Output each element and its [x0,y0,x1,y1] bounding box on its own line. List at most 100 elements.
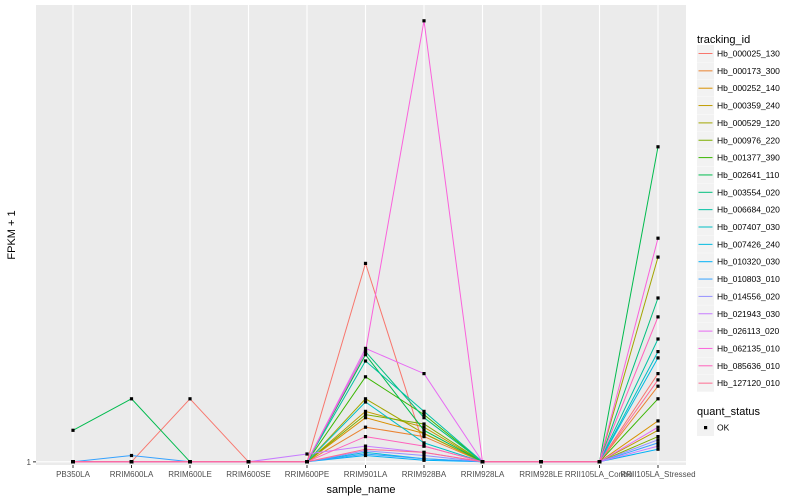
axes: PB350LA RRIM600LA RRIM600LE RRIM600SE RRIM60… [27,458,696,479]
x-tick-label: RRIM928LA [461,470,505,479]
data-point [188,460,192,464]
legend-item-label: Hb_021943_030 [717,309,780,319]
legend-item-label: Hb_007426_240 [717,239,780,249]
x-tick-label: RRIM600LA [110,470,154,479]
legend-item-label: Hb_000359_240 [717,101,780,111]
y-tick-label: 1 [27,458,32,467]
x-tick-label: RRII105LA_Stressed [620,470,695,479]
legend-item-label: Hb_010320_030 [717,257,780,267]
data-point [305,460,309,464]
data-point [422,428,426,432]
data-point [71,460,75,464]
data-point [363,416,368,420]
plot-panel [36,5,686,465]
legend-item-label: Hb_003554_020 [717,187,780,197]
legend-shape-label: OK [717,423,730,433]
data-point [363,359,368,363]
data-point [656,145,660,149]
data-point [129,453,134,458]
grid-layer [36,5,686,465]
legend-item-label: Hb_000976_220 [717,135,780,145]
data-point [422,457,426,461]
data-point [363,447,368,451]
data-point [656,384,660,388]
data-point [422,19,426,23]
data-point [363,397,368,401]
data-point [597,460,602,464]
data-point [656,378,660,382]
data-point [422,409,426,413]
data-point [363,435,368,439]
data-point [422,453,426,458]
data-points [71,19,660,464]
legend-item-label: Hb_006684_020 [717,205,780,215]
data-point [539,460,543,464]
data-point [656,444,660,448]
data-point [656,419,660,423]
data-point [422,372,426,376]
data-point [422,431,426,436]
data-point [305,452,309,456]
data-point [656,337,660,341]
data-point [656,397,660,401]
x-axis-title: sample_name [326,484,395,496]
legend-item-label: Hb_000529_120 [717,118,780,128]
data-point [656,255,660,259]
data-point [363,413,368,417]
legend-item-label: Hb_002641_110 [717,170,780,180]
data-point [363,350,368,354]
legend-item-label: Hb_001377_390 [717,153,780,163]
data-point [129,397,134,401]
data-point [363,425,368,429]
data-point [422,450,426,454]
y-axis-title: FPKM + 1 [6,210,18,259]
data-point [656,236,660,240]
data-point [656,356,660,360]
data-point [363,261,368,265]
data-point [363,409,368,413]
data-point [656,350,660,354]
data-point [188,397,192,401]
data-point [422,435,426,439]
legend-item-label: Hb_127120_010 [717,378,780,388]
data-point [363,353,368,357]
data-point [363,375,368,379]
data-point [363,346,368,350]
data-point [656,438,660,442]
legend-item-label: Hb_010803_010 [717,274,780,284]
data-point [422,422,426,426]
data-point [363,452,368,456]
data-point [656,296,660,300]
data-point [71,428,75,432]
data-point [246,460,251,464]
data-point [129,460,134,464]
legend: tracking_id quant_status Hb_000025_130 Hb… [697,34,780,436]
x-tick-label: RRIM928LE [519,470,563,479]
data-point [656,435,660,439]
data-point [656,315,660,319]
x-tick-label: RRIM600LE [168,470,212,479]
data-point [422,413,426,417]
x-tick-label: PB350LA [56,470,90,479]
legend-shape-marker [704,426,708,430]
legend-item-label: Hb_000252_140 [717,83,780,93]
x-tick-label: RRIM901LA [344,470,388,479]
legend-item-label: Hb_085636_010 [717,361,780,371]
data-point [656,425,660,429]
x-tick-label: RRIM600SE [226,470,270,479]
legend-item-label: Hb_026113_020 [717,326,780,336]
data-point [656,441,660,445]
data-point [422,416,426,420]
legend-item-label: Hb_000025_130 [717,49,780,59]
x-tick-label: RRIM928BA [402,470,447,479]
x-tick-label: RRIM600PE [285,470,329,479]
legend-shape-title: quant_status [697,406,760,418]
data-point [363,400,368,404]
data-point [480,460,485,464]
legend-item-label: Hb_000173_300 [717,66,780,76]
data-point [656,372,660,376]
data-point [656,447,660,451]
legend-item-label: Hb_007407_030 [717,222,780,232]
x-tick-label: RRII105LA_Control [565,470,635,479]
